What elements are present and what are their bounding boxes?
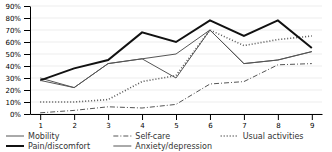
tick: 1 bbox=[38, 114, 42, 130]
tick: 2 bbox=[72, 114, 76, 130]
legend-item: Self-care bbox=[113, 132, 170, 141]
tick-label: 90% bbox=[5, 3, 21, 11]
tick-mark bbox=[24, 90, 30, 91]
legend-item: Pain/discomfort bbox=[6, 142, 90, 151]
tick-mark bbox=[74, 114, 75, 120]
tick-label: 80% bbox=[5, 15, 21, 23]
tick-label: 6 bbox=[208, 122, 213, 130]
grid-line bbox=[30, 18, 322, 19]
tick-label: 8 bbox=[276, 122, 280, 130]
legend-swatch bbox=[221, 135, 239, 137]
tick-label: 2 bbox=[72, 122, 76, 130]
legend-label: Pain/discomfort bbox=[28, 142, 90, 151]
legend-label: Self-care bbox=[135, 132, 170, 141]
tick: 10% bbox=[5, 99, 30, 107]
tick-mark bbox=[24, 78, 30, 79]
tick: 90% bbox=[5, 3, 30, 11]
legend-label: Mobility bbox=[28, 132, 60, 141]
tick: 60% bbox=[5, 39, 30, 47]
tick-label: 70% bbox=[5, 27, 21, 35]
lines bbox=[40, 20, 312, 112]
tick-mark bbox=[24, 42, 30, 43]
tick-mark bbox=[210, 114, 211, 120]
tick-mark bbox=[244, 114, 245, 120]
series-line bbox=[40, 64, 312, 113]
legend-swatch bbox=[6, 136, 24, 137]
legend-swatch bbox=[6, 145, 24, 147]
tick: 0% bbox=[10, 111, 30, 119]
grid-line bbox=[30, 66, 322, 67]
x-axis: 1 2 3 4 5 6 7 8 9 bbox=[31, 114, 323, 130]
legend-label: Usual activities bbox=[243, 132, 304, 141]
tick: 6 bbox=[208, 114, 213, 130]
tick: 9 bbox=[310, 114, 314, 130]
legend-item: Usual activities bbox=[221, 132, 304, 141]
tick-label: 20% bbox=[5, 87, 21, 95]
tick-mark bbox=[312, 114, 313, 120]
tick-mark bbox=[142, 114, 143, 120]
tick-label: 5 bbox=[174, 122, 178, 130]
tick-mark bbox=[24, 54, 30, 55]
tick-label: 1 bbox=[38, 122, 42, 130]
tick: 30% bbox=[5, 75, 30, 83]
tick-mark bbox=[24, 102, 30, 103]
tick: 80% bbox=[5, 15, 30, 23]
grid-line bbox=[30, 90, 322, 91]
legend: Mobility Self-care Usual activities Pain/di… bbox=[6, 132, 303, 151]
axis-line bbox=[30, 7, 31, 115]
tick: 70% bbox=[5, 27, 30, 35]
tick-mark bbox=[24, 6, 30, 7]
series-line bbox=[40, 30, 312, 88]
tick-mark bbox=[24, 30, 30, 31]
tick: 5 bbox=[174, 114, 178, 130]
tick-mark bbox=[278, 114, 279, 120]
tick-label: 4 bbox=[140, 122, 145, 130]
tick-mark bbox=[24, 66, 30, 67]
tick-label: 30% bbox=[5, 75, 21, 83]
tick: 50% bbox=[5, 51, 30, 59]
tick: 4 bbox=[140, 114, 145, 130]
tick-label: 0% bbox=[10, 111, 21, 119]
series-line bbox=[40, 20, 312, 80]
plot: 1234567890%10%20%30%40%50%60%70%80%90% bbox=[5, 3, 322, 130]
grid-line bbox=[30, 6, 322, 7]
grid-line bbox=[30, 30, 322, 31]
tick-label: 9 bbox=[310, 122, 314, 130]
tick: 20% bbox=[5, 87, 30, 95]
tick-mark bbox=[108, 114, 109, 120]
tick-mark bbox=[176, 114, 177, 120]
legend-label: Anxiety/depression bbox=[135, 142, 212, 151]
tick-mark bbox=[24, 18, 30, 19]
grid bbox=[30, 6, 322, 114]
legend-item: Mobility bbox=[6, 132, 60, 141]
chart: 1234567890%10%20%30%40%50%60%70%80%90%Mo… bbox=[0, 0, 332, 152]
tick: 3 bbox=[106, 114, 110, 130]
tick-mark bbox=[40, 114, 41, 120]
tick-label: 60% bbox=[5, 39, 21, 47]
y-axis: 0% 10% 20% 30% 40% 50% 60% 70% 80% 90% bbox=[5, 3, 30, 119]
tick-label: 3 bbox=[106, 122, 110, 130]
tick-label: 7 bbox=[242, 122, 246, 130]
legend-swatch bbox=[113, 136, 131, 137]
tick: 40% bbox=[5, 63, 30, 71]
series-line bbox=[40, 30, 312, 88]
tick-mark bbox=[24, 114, 30, 115]
tick-label: 40% bbox=[5, 63, 21, 71]
tick-label: 50% bbox=[5, 51, 21, 59]
legend-item: Anxiety/depression bbox=[113, 142, 212, 151]
legend-swatch bbox=[113, 146, 131, 147]
tick: 8 bbox=[276, 114, 280, 130]
tick-label: 10% bbox=[5, 99, 21, 107]
tick: 7 bbox=[242, 114, 246, 130]
